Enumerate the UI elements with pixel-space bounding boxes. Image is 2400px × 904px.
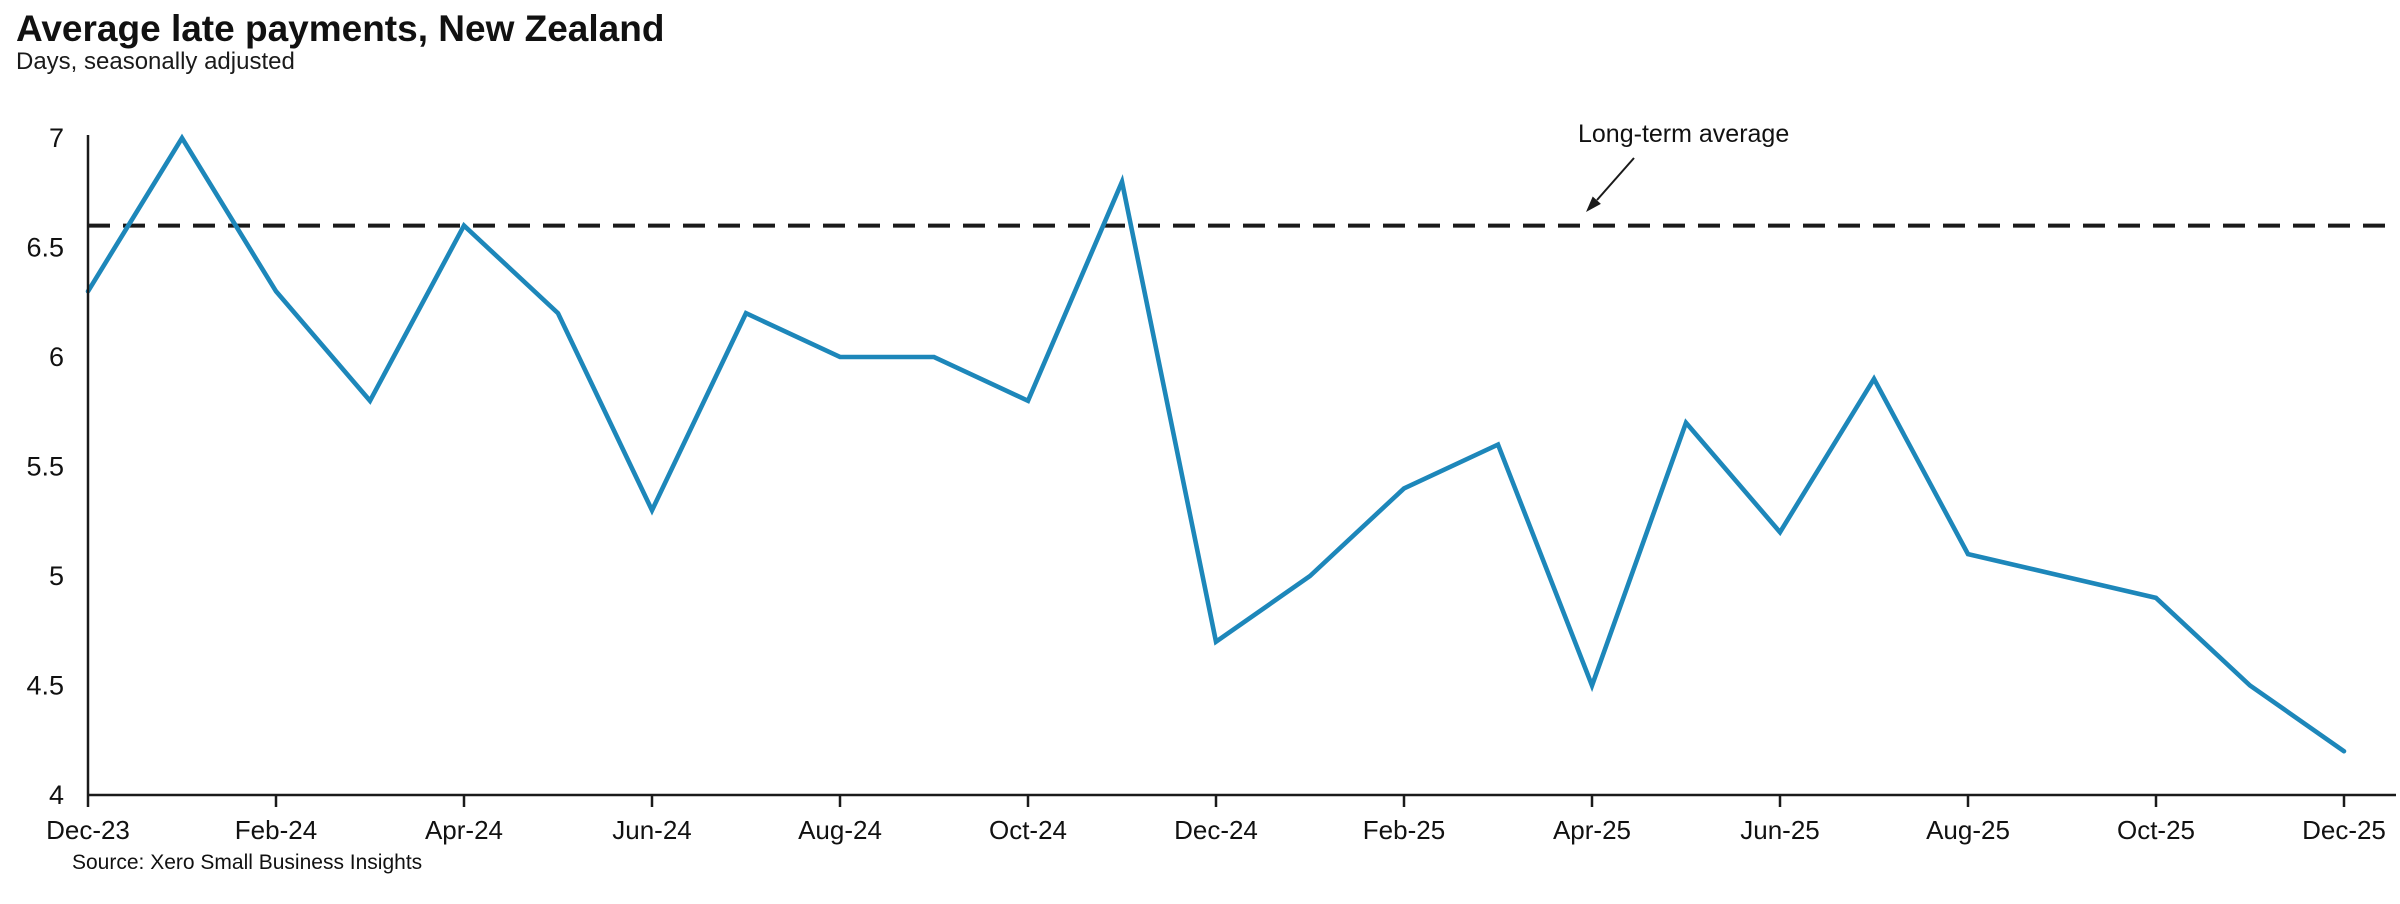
y-tick-label: 5 bbox=[49, 561, 64, 591]
y-tick-label: 4 bbox=[49, 780, 64, 810]
x-tick-label: Dec-24 bbox=[1174, 815, 1258, 845]
x-tick-label: Apr-24 bbox=[425, 815, 503, 845]
y-tick-label: 7 bbox=[49, 123, 64, 153]
chart-subtitle: Days, seasonally adjusted bbox=[16, 48, 295, 75]
data-line bbox=[85, 133, 2347, 754]
x-tick-label: Aug-24 bbox=[798, 815, 882, 845]
x-tick-label: Oct-25 bbox=[2117, 815, 2195, 845]
y-tick-label: 4.5 bbox=[26, 671, 64, 701]
y-tick-label: 6.5 bbox=[26, 233, 64, 263]
x-tick-label: Aug-25 bbox=[1926, 815, 2010, 845]
annotation-arrow-line bbox=[1596, 157, 1635, 201]
x-tick-label: Jun-25 bbox=[1740, 815, 1820, 845]
x-tick-label: Dec-23 bbox=[46, 815, 130, 845]
chart-title: Average late payments, New Zealand bbox=[16, 8, 665, 49]
x-tick-label: Feb-25 bbox=[1363, 815, 1445, 845]
x-tick-label: Jun-24 bbox=[612, 815, 692, 845]
x-tick-label: Apr-25 bbox=[1553, 815, 1631, 845]
y-tick-label: 5.5 bbox=[26, 452, 64, 482]
long-term-average-label: Long-term average bbox=[1578, 120, 1790, 148]
x-tick-label: Feb-24 bbox=[235, 815, 317, 845]
y-tick-label: 6 bbox=[49, 342, 64, 372]
x-tick-label: Dec-25 bbox=[2302, 815, 2386, 845]
x-tick-label: Oct-24 bbox=[989, 815, 1067, 845]
source-note: Source: Xero Small Business Insights bbox=[72, 851, 423, 874]
annotation-arrowhead-icon bbox=[1586, 196, 1601, 212]
